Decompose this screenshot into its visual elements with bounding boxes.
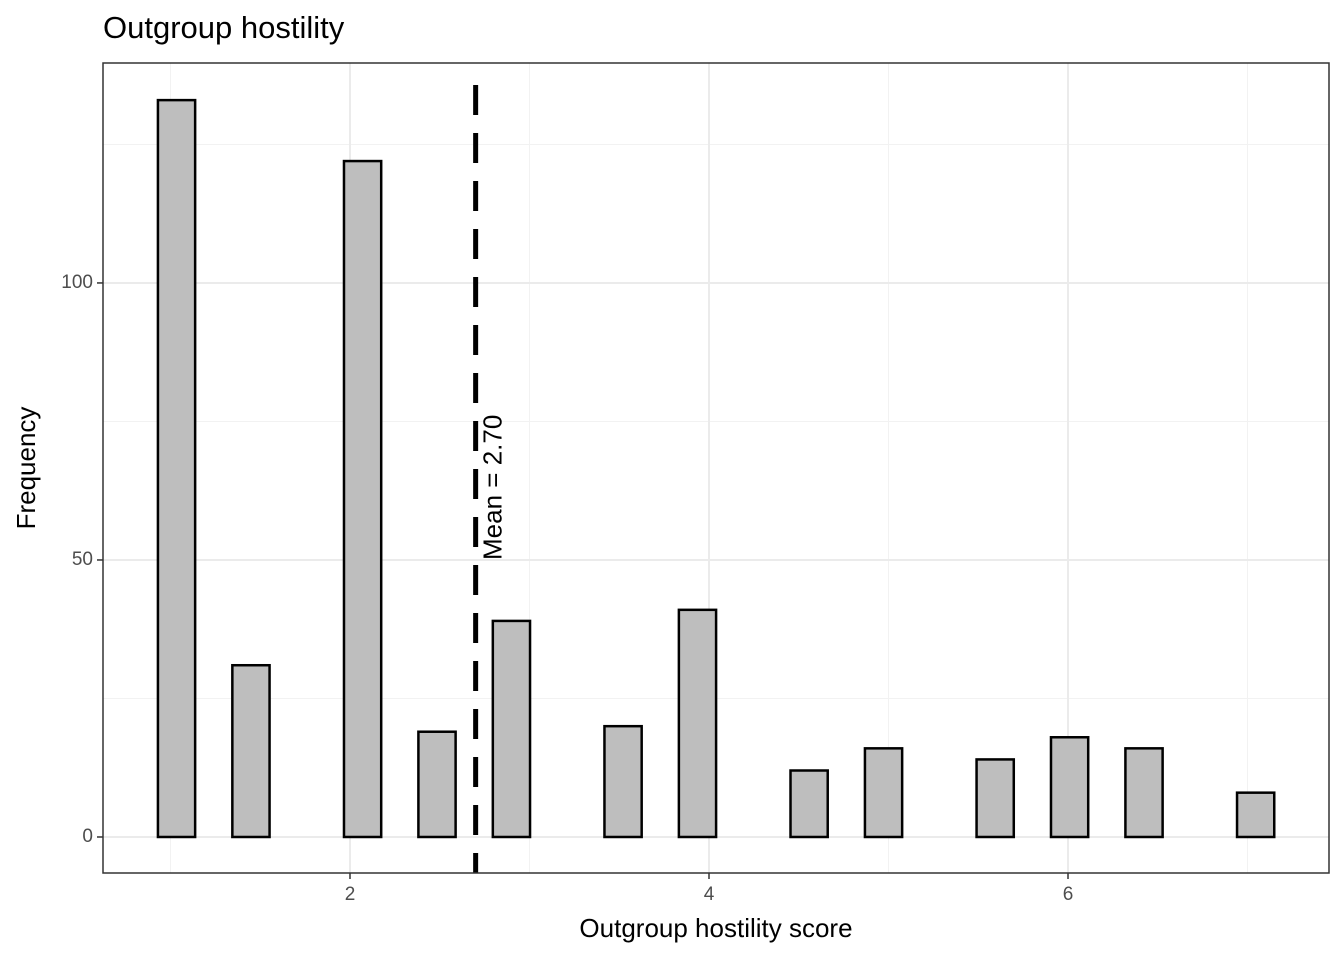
x-tick-label: 4 <box>704 884 715 905</box>
bar <box>1124 747 1164 839</box>
bar <box>491 619 532 839</box>
bar <box>863 747 904 839</box>
bar <box>342 159 383 839</box>
bar <box>417 730 457 839</box>
bar <box>231 663 271 839</box>
x-tick-label: 6 <box>1063 884 1074 905</box>
bar <box>789 769 829 839</box>
bar <box>677 608 718 839</box>
y-tick-label: 100 <box>61 272 93 293</box>
panel-border <box>102 62 1330 874</box>
y-axis-label: Frequency <box>11 407 41 530</box>
bar <box>603 724 643 839</box>
mean-label: Mean = 2.70 <box>478 415 508 560</box>
x-axis-label: Outgroup hostility score <box>579 913 852 943</box>
chart-title: Outgroup hostility <box>103 10 345 45</box>
y-tick-label: 50 <box>72 549 93 570</box>
bar <box>1235 791 1276 839</box>
bar <box>1049 736 1090 839</box>
bar <box>975 758 1016 839</box>
bar <box>156 98 197 839</box>
x-tick-label: 2 <box>345 884 356 905</box>
y-tick-label: 0 <box>82 826 93 847</box>
